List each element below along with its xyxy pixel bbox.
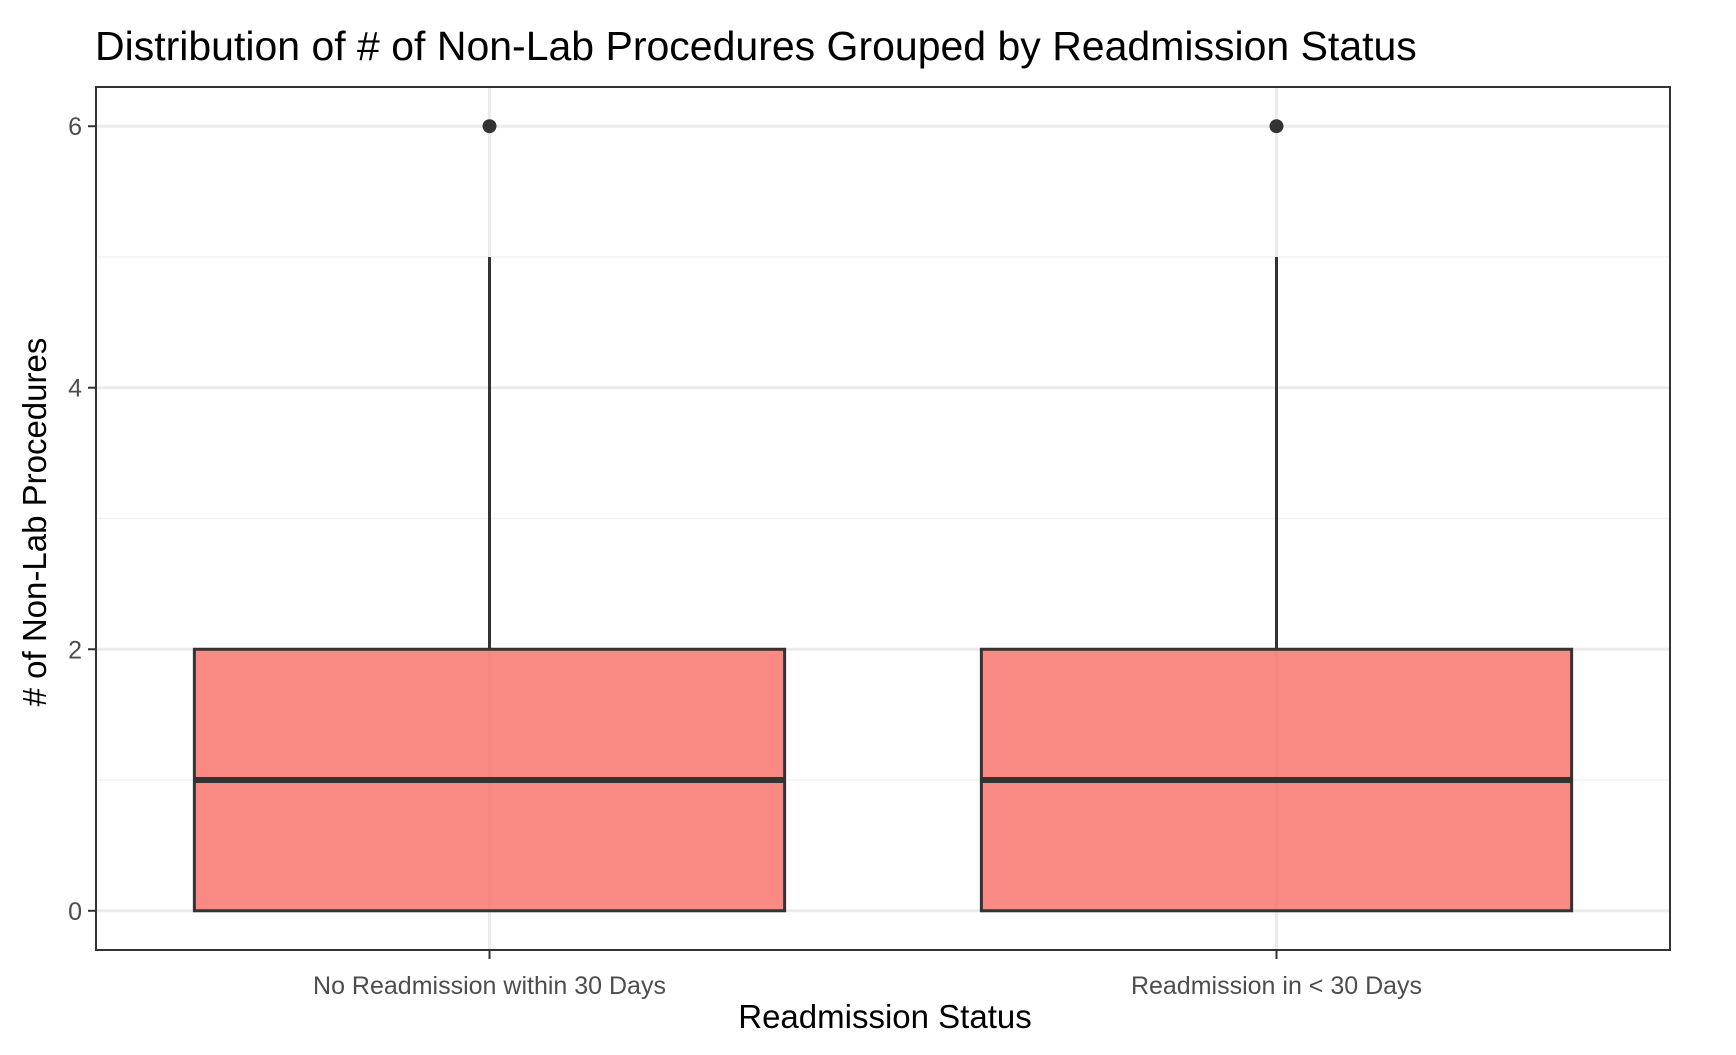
x-tick-label: No Readmission within 30 Days xyxy=(313,972,666,1000)
panel-border xyxy=(95,86,1671,951)
axis-group: 0 2 4 6 No Readmission within 30 Days Readmis… xyxy=(68,86,1671,1000)
outlier-point xyxy=(1269,119,1284,134)
chart-title: Distribution of # of Non-Lab Procedures … xyxy=(95,23,1417,69)
y-tick-label: 4 xyxy=(68,375,82,403)
y-axis-title: # of Non-Lab Procedures xyxy=(16,338,53,707)
x-axis-title: Readmission Status xyxy=(738,998,1031,1035)
y-tick-label: 2 xyxy=(68,636,82,664)
box-group xyxy=(192,119,1574,913)
x-tick-label: Readmission in < 30 Days xyxy=(1131,972,1422,1000)
y-tick-label: 6 xyxy=(68,113,82,141)
y-tick-label: 0 xyxy=(68,898,82,926)
outlier-point xyxy=(482,119,497,134)
